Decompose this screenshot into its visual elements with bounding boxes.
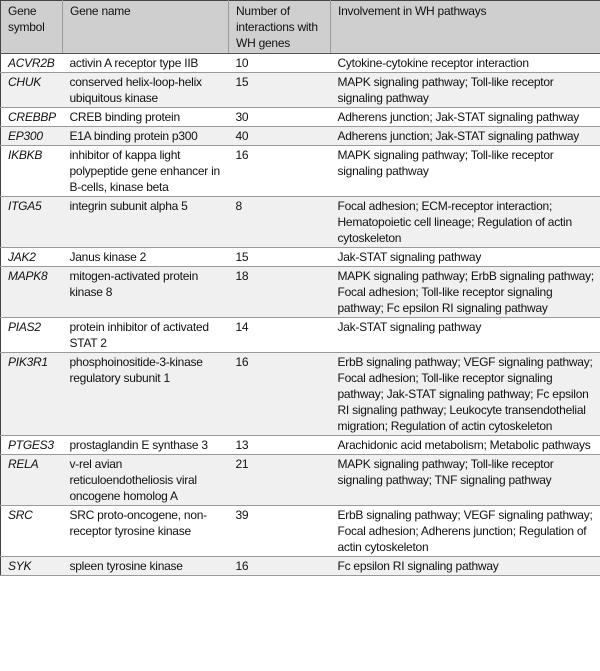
gene-symbol-cell: PTGES3 xyxy=(0,435,63,455)
gene-symbol-cell: EP300 xyxy=(0,126,63,146)
table-row: JAK2 Janus kinase 2 15 Jak-STAT signaling p… xyxy=(0,247,600,267)
pathways-cell: Jak-STAT signaling pathway xyxy=(330,247,600,267)
pathways-cell: Adherens junction; Jak-STAT signaling pa… xyxy=(330,126,600,146)
interactions-cell: 13 xyxy=(228,435,331,455)
pathways-cell: Focal adhesion; ECM-receptor interaction… xyxy=(330,196,600,248)
gene-name-cell: prostaglandin E synthase 3 xyxy=(62,435,229,455)
gene-name-cell: integrin subunit alpha 5 xyxy=(62,196,229,248)
interactions-cell: 8 xyxy=(228,196,331,248)
pathways-cell: ErbB signaling pathway; VEGF signaling p… xyxy=(330,352,600,436)
table-row: SYK spleen tyrosine kinase 16 Fc epsilon RI… xyxy=(0,556,600,576)
gene-table: Gene symbol Gene name Number of interact… xyxy=(0,0,600,576)
table-row: EP300 E1A binding protein p300 40 Adherens … xyxy=(0,126,600,146)
table-row: ACVR2B activin A receptor type IIB 10 Cytok… xyxy=(0,53,600,73)
header-row: Gene symbol Gene name Number of interact… xyxy=(0,0,600,54)
table-row: PTGES3 prostaglandin E synthase 3 13 Arachi… xyxy=(0,435,600,455)
interactions-cell: 30 xyxy=(228,107,331,127)
gene-symbol-cell: SYK xyxy=(0,556,63,576)
gene-name-cell: phosphoinositide-3-kinase regulatory sub… xyxy=(62,352,229,436)
interactions-cell: 21 xyxy=(228,454,331,506)
pathways-cell: MAPK signaling pathway; Toll-like recept… xyxy=(330,454,600,506)
table-row: SRC SRC proto-oncogene, non-receptor tyro… xyxy=(0,505,600,557)
interactions-cell: 39 xyxy=(228,505,331,557)
gene-name-cell: protein inhibitor of activated STAT 2 xyxy=(62,317,229,353)
header-interactions: Number of interactions with WH genes xyxy=(228,0,331,54)
gene-symbol-cell: JAK2 xyxy=(0,247,63,267)
pathways-cell: Jak-STAT signaling pathway xyxy=(330,317,600,353)
gene-symbol-cell: PIAS2 xyxy=(0,317,63,353)
interactions-cell: 15 xyxy=(228,247,331,267)
interactions-cell: 16 xyxy=(228,145,331,197)
gene-name-cell: spleen tyrosine kinase xyxy=(62,556,229,576)
gene-symbol-cell: SRC xyxy=(0,505,63,557)
gene-symbol-cell: CREBBP xyxy=(0,107,63,127)
pathways-cell: MAPK signaling pathway; Toll-like recept… xyxy=(330,72,600,108)
gene-symbol-cell: MAPK8 xyxy=(0,266,63,318)
gene-name-cell: Janus kinase 2 xyxy=(62,247,229,267)
interactions-cell: 16 xyxy=(228,556,331,576)
table-row: IKBKB inhibitor of kappa light polypeptid… xyxy=(0,145,600,197)
interactions-cell: 15 xyxy=(228,72,331,108)
interactions-cell: 10 xyxy=(228,53,331,73)
pathways-cell: Cytokine-cytokine receptor interaction xyxy=(330,53,600,73)
pathways-cell: Fc epsilon RI signaling pathway xyxy=(330,556,600,576)
pathways-cell: MAPK signaling pathway; Toll-like recept… xyxy=(330,145,600,197)
gene-name-cell: conserved helix-loop-helix ubiquitous ki… xyxy=(62,72,229,108)
gene-symbol-cell: RELA xyxy=(0,454,63,506)
gene-name-cell: SRC proto-oncogene, non-receptor tyrosin… xyxy=(62,505,229,557)
interactions-cell: 14 xyxy=(228,317,331,353)
pathways-cell: Arachidonic acid metabolism; Metabolic p… xyxy=(330,435,600,455)
gene-name-cell: mitogen-activated protein kinase 8 xyxy=(62,266,229,318)
gene-symbol-cell: PIK3R1 xyxy=(0,352,63,436)
gene-name-cell: v-rel avian reticuloendotheliosis viral … xyxy=(62,454,229,506)
table-row: CREBBP CREB binding protein 30 Adherens jun… xyxy=(0,107,600,127)
table-row: RELA v-rel avian reticuloendotheliosis vi… xyxy=(0,454,600,506)
header-pathways: Involvement in WH pathways xyxy=(330,0,600,54)
table-row: ITGA5 integrin subunit alpha 5 8 Focal adhe… xyxy=(0,196,600,248)
gene-symbol-cell: CHUK xyxy=(0,72,63,108)
gene-name-cell: inhibitor of kappa light polypeptide gen… xyxy=(62,145,229,197)
table-row: CHUK conserved helix-loop-helix ubiquitou… xyxy=(0,72,600,108)
interactions-cell: 18 xyxy=(228,266,331,318)
gene-name-cell: E1A binding protein p300 xyxy=(62,126,229,146)
pathways-cell: ErbB signaling pathway; VEGF signaling p… xyxy=(330,505,600,557)
interactions-cell: 40 xyxy=(228,126,331,146)
interactions-cell: 16 xyxy=(228,352,331,436)
header-gene-symbol: Gene symbol xyxy=(0,0,63,54)
gene-symbol-cell: IKBKB xyxy=(0,145,63,197)
gene-symbol-cell: ITGA5 xyxy=(0,196,63,248)
gene-name-cell: activin A receptor type IIB xyxy=(62,53,229,73)
pathways-cell: MAPK signaling pathway; ErbB signaling p… xyxy=(330,266,600,318)
gene-symbol-cell: ACVR2B xyxy=(0,53,63,73)
pathways-cell: Adherens junction; Jak-STAT signaling pa… xyxy=(330,107,600,127)
gene-name-cell: CREB binding protein xyxy=(62,107,229,127)
table-row: PIAS2 protein inhibitor of activated STAT… xyxy=(0,317,600,353)
table-row: PIK3R1 phosphoinositide-3-kinase regulato… xyxy=(0,352,600,436)
header-gene-name: Gene name xyxy=(62,0,229,54)
